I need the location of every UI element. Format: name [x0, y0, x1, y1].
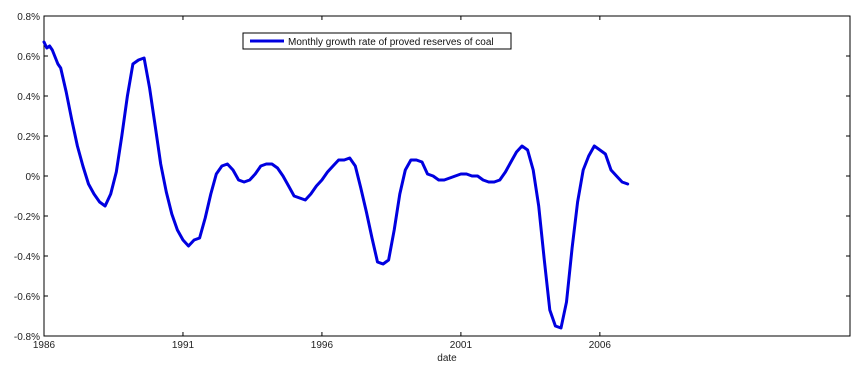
legend: Monthly growth rate of proved reserves o…: [242, 32, 512, 50]
x-axis-label: date: [437, 353, 457, 364]
x-tick-label: 1996: [311, 340, 334, 351]
y-tick-label: 0.6%: [17, 52, 40, 63]
y-tick-label: 0.4%: [17, 92, 40, 103]
y-tick-label: -0.4%: [14, 252, 40, 263]
y-tick-label: -0.6%: [14, 292, 40, 303]
y-axis: 0.8% 0.6% 0.4% 0.2% 0% -0.2% -0.4% -0.6% -0.8%: [14, 12, 850, 343]
x-tick-label: 2001: [450, 340, 473, 351]
y-tick-label: 0.8%: [17, 12, 40, 23]
legend-box: [242, 32, 512, 50]
y-tick-label: -0.2%: [14, 212, 40, 223]
x-axis: 1986 1991 1996 2001 2006: [33, 16, 612, 351]
y-tick-label: -0.8%: [14, 332, 40, 343]
legend-label: Monthly growth rate of proved reserves o…: [288, 37, 494, 48]
y-tick-label: 0%: [26, 172, 41, 183]
series-line: [42, 40, 630, 330]
y-tick-label: 0.2%: [17, 132, 40, 143]
x-tick-label: 2006: [589, 340, 612, 351]
plot-area: [43, 15, 851, 337]
x-tick-label: 1986: [33, 340, 56, 351]
x-tick-label: 1991: [172, 340, 195, 351]
